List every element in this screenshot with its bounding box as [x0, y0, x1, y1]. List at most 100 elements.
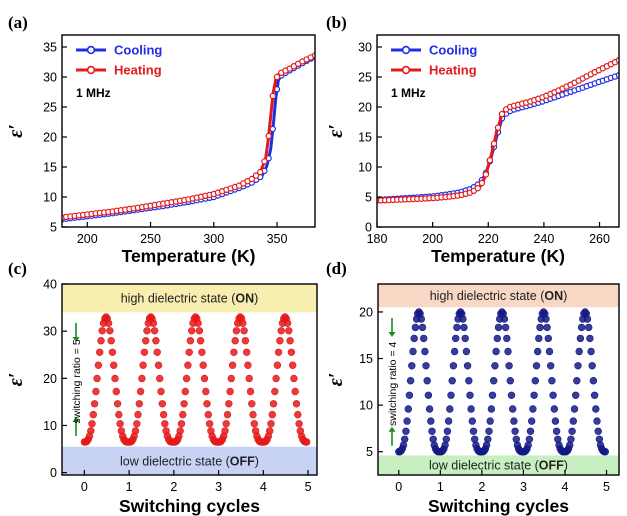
data-point: [113, 400, 122, 408]
y-tick-label: 30: [43, 325, 57, 339]
series-line-cooling: [62, 55, 315, 221]
data-point: [525, 435, 534, 443]
data-point: [269, 400, 278, 408]
y-tick-label: 35: [43, 41, 57, 55]
arrow-up-head-icon: [388, 426, 396, 432]
high-state-band-label-post: ): [254, 292, 258, 306]
data-point: [506, 377, 514, 385]
data-point: [186, 337, 195, 345]
high-state-band: [62, 284, 317, 313]
data-point: [410, 334, 418, 343]
high-state-band-label: high dielectric state (ON): [430, 289, 568, 303]
data-point: [552, 427, 561, 435]
data-point: [139, 361, 147, 369]
data-point: [593, 417, 601, 425]
frequency-annotation: 1 MHz: [391, 86, 426, 100]
data-point: [411, 323, 420, 332]
data-point: [104, 319, 113, 327]
plot-frame: [377, 283, 620, 476]
data-point-heating: [498, 110, 506, 118]
data-point: [108, 348, 117, 356]
data-point: [227, 374, 236, 383]
y-tick-label: 5: [366, 445, 373, 459]
data-point: [240, 327, 248, 335]
y-tick-label: 10: [43, 419, 57, 433]
y-tick-label: 25: [43, 101, 57, 115]
frequency-annotation: 1 MHz: [76, 86, 111, 100]
data-point: [87, 427, 95, 435]
data-point: [583, 315, 592, 323]
data-point: [287, 348, 296, 356]
data-point: [542, 315, 550, 323]
data-point: [115, 410, 123, 419]
data-point: [527, 417, 536, 425]
x-tick-label: 5: [305, 480, 312, 494]
data-point: [106, 327, 114, 335]
data-point: [569, 417, 577, 425]
data-point: [277, 327, 285, 335]
data-point: [447, 391, 455, 399]
data-point: [543, 323, 551, 332]
data-point: [271, 387, 279, 396]
data-point: [156, 374, 164, 383]
data-point: [228, 361, 237, 369]
data-point: [586, 334, 594, 343]
x-tick-label: 200: [77, 232, 98, 246]
data-point: [571, 391, 580, 399]
data-point: [149, 319, 158, 327]
data-point: [180, 400, 188, 408]
data-point: [222, 420, 230, 428]
low-state-band: [378, 455, 619, 475]
data-point: [292, 400, 301, 408]
x-tick-label: 260: [589, 232, 610, 246]
data-point: [409, 347, 417, 356]
data-point: [492, 347, 500, 356]
data-point: [196, 337, 205, 345]
data-point: [467, 405, 475, 413]
data-point: [239, 319, 247, 327]
data-point: [286, 337, 294, 345]
x-tick-label: 3: [215, 480, 222, 494]
high-state-band-label-bold: ON: [235, 292, 254, 306]
panel-letter: (d): [326, 259, 347, 278]
y-tick-label: 20: [43, 131, 57, 145]
data-point: [95, 348, 104, 356]
data-point: [226, 387, 234, 396]
data-point: [536, 323, 544, 332]
y-tick-label: 25: [358, 71, 372, 85]
data-point: [89, 410, 98, 419]
data-point: [268, 410, 276, 419]
data-point: [98, 327, 106, 335]
data-point: [295, 420, 303, 428]
x-tick-label: 350: [267, 232, 288, 246]
data-point: [459, 315, 467, 323]
data-point: [484, 435, 492, 443]
data-point-heating: [273, 73, 281, 81]
data-point: [289, 361, 297, 369]
low-state-band-label-post: ): [564, 459, 568, 473]
data-point: [250, 420, 259, 428]
plot-frame: [61, 34, 316, 228]
panel-a: 200 250 300 350 5 10 15 20 25 30 35 Temperature (K)…: [5, 13, 316, 266]
data-point: [465, 377, 473, 385]
data-point: [184, 361, 192, 369]
data-point: [112, 387, 121, 396]
data-point: [303, 438, 311, 446]
x-tick-label: 4: [562, 480, 569, 494]
y-tick-label: 30: [358, 41, 372, 55]
legend-marker-heating: [401, 65, 411, 75]
data-point: [487, 405, 496, 413]
low-state-band-label-post: ): [255, 454, 259, 468]
x-tick-label: 180: [367, 232, 388, 246]
data-point: [452, 334, 460, 343]
data-point: [504, 347, 512, 356]
data-point: [418, 323, 427, 332]
data-point: [203, 400, 211, 408]
data-point: [205, 420, 214, 428]
x-tick-label: 0: [395, 480, 402, 494]
x-tick-label: 250: [140, 232, 161, 246]
data-point: [468, 417, 476, 425]
data-point: [486, 417, 494, 425]
data-point: [107, 337, 115, 345]
data-point: [109, 361, 118, 369]
